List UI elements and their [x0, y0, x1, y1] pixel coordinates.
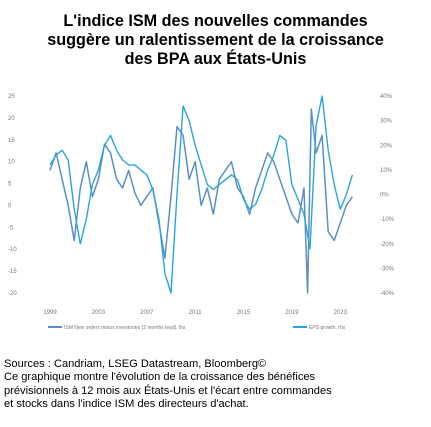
right-tick-label: 40% — [380, 94, 393, 100]
series-layer — [49, 95, 354, 294]
right-tick-label: -20% — [380, 242, 395, 248]
left-tick-label: 0 — [8, 203, 12, 209]
x-tick-label: 2003 — [92, 310, 106, 316]
chart-area: 25 20 15 10 5 0 -5 -10 -15 -20 40% 30% 20% 10% 0% -10%… — [0, 88, 431, 340]
left-tick-label: -20 — [8, 291, 17, 297]
chart-title: L'indice ISM des nouvelles commandes sug… — [0, 12, 431, 69]
series-line-eps — [49, 95, 354, 294]
title-line: L'indice ISM des nouvelles commandes — [63, 12, 368, 30]
right-tick-label: 30% — [380, 119, 393, 125]
left-tick-label: 10 — [8, 160, 15, 166]
sources-text: Sources : Candriam, LSEG Datastream, Blo… — [4, 358, 267, 370]
legend: ISM New orders minus inventories (2 mont… — [48, 325, 346, 331]
title-line: suggère un ralentissement de la croissan… — [47, 31, 384, 49]
left-tick-label: -10 — [8, 247, 17, 253]
series-line-ism — [49, 108, 354, 294]
title-line: des BPA aux États-Unis — [124, 50, 307, 68]
description-line: Ce graphique montre l'évolution de la cr… — [4, 371, 316, 384]
left-tick-label: 25 — [8, 94, 15, 100]
right-tick-label: 10% — [380, 168, 393, 174]
x-tick-label: 2015 — [237, 310, 251, 316]
x-axis-ticks: 1999 2003 2007 2011 2015 2019 2023 — [43, 310, 347, 316]
left-tick-label: -15 — [8, 269, 17, 275]
left-tick-label: 15 — [8, 138, 15, 144]
left-axis-ticks: 25 20 15 10 5 0 -5 -10 -15 -20 — [8, 94, 17, 297]
left-tick-label: -5 — [8, 225, 14, 231]
x-tick-label: 1999 — [43, 310, 57, 316]
x-tick-label: 2007 — [140, 310, 154, 316]
description-line: et stocks dans l'indice ISM des directeu… — [4, 397, 249, 410]
legend-label-eps: EPS growth, rhs — [309, 325, 346, 331]
description-line: prévisionnels à 12 mois aux États-Unis e… — [4, 384, 332, 397]
legend-label-ism: ISM New orders minus inventories (2 mont… — [64, 325, 186, 331]
right-axis-ticks: 40% 30% 20% 10% 0% -10% -20% -30% -40% — [380, 94, 395, 297]
left-tick-label: 20 — [8, 116, 15, 122]
footnote: Sources : Candriam, LSEG Datastream, Blo… — [4, 358, 428, 411]
x-tick-label: 2019 — [285, 310, 299, 316]
right-tick-label: -30% — [380, 266, 395, 272]
left-tick-label: 5 — [8, 182, 12, 188]
x-tick-label: 2011 — [189, 310, 203, 316]
right-tick-label: -40% — [380, 291, 395, 297]
right-tick-label: -10% — [380, 217, 395, 223]
right-tick-label: 20% — [380, 143, 393, 149]
right-tick-label: 0% — [380, 193, 389, 199]
x-tick-label: 2023 — [334, 310, 348, 316]
